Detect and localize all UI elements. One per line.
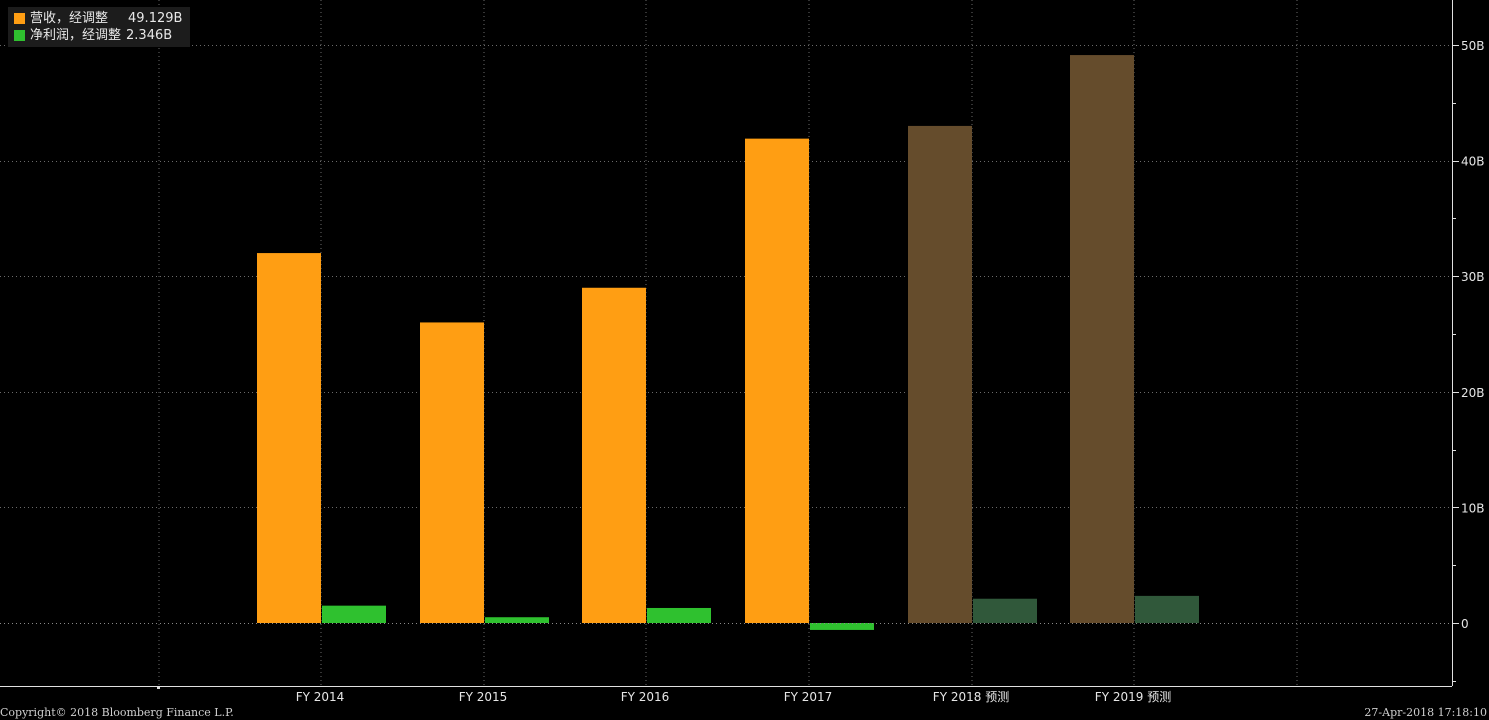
- legend-value-revenue: 49.129B: [128, 11, 183, 26]
- y-tick-label: 0: [1461, 617, 1469, 631]
- legend-item-revenue: 营收，经调整 49.129B: [14, 10, 182, 27]
- legend-value-net-income: 2.346B: [126, 28, 173, 43]
- bar-revenue: [257, 253, 321, 623]
- copyright-text: Copyright© 2018 Bloomberg Finance L.P.: [0, 706, 234, 719]
- x-tick-label: FY 2019 预测: [1095, 690, 1171, 704]
- bar-revenue: [745, 138, 809, 624]
- y-tick-label: 40B: [1461, 155, 1485, 169]
- bar-revenue: [908, 125, 972, 624]
- bar-net-income: [647, 607, 711, 623]
- axes-group: [0, 0, 1459, 689]
- bar-net-income: [810, 623, 874, 630]
- y-tick-label: 20B: [1461, 386, 1485, 400]
- tick-labels-group: 0 10B 20B 30B 40B 50B FY 2014 FY 2015 FY 2016 FY …: [296, 39, 1485, 704]
- x-tick-label: FY 2014: [296, 690, 345, 704]
- legend: 营收，经调整 49.129B 净利润，经调整 2.346B: [8, 7, 191, 47]
- x-tick-label: FY 2015: [459, 690, 508, 704]
- grid-lines: [0, 0, 1452, 686]
- legend-swatch-net-income: [14, 30, 25, 41]
- legend-label-revenue: 营收，经调整: [30, 11, 109, 26]
- bar-net-income: [1135, 595, 1199, 623]
- y-tick-label: 50B: [1461, 39, 1485, 53]
- bar-revenue: [1070, 55, 1134, 623]
- bar-net-income: [973, 598, 1037, 623]
- legend-label-net-income: 净利润，经调整: [30, 28, 122, 43]
- x-axis-marker: [157, 686, 160, 689]
- y-tick-label: 30B: [1461, 270, 1485, 284]
- timestamp-text: 27-Apr-2018 17:18:10: [1364, 706, 1487, 719]
- x-tick-label: FY 2017: [784, 690, 833, 704]
- bars-group: [257, 55, 1199, 630]
- bar-revenue: [420, 322, 484, 623]
- y-tick-label: 10B: [1461, 501, 1485, 515]
- x-tick-label: FY 2018 预测: [933, 690, 1009, 704]
- bar-revenue: [582, 287, 646, 623]
- bar-net-income: [485, 617, 549, 623]
- x-tick-label: FY 2016: [621, 690, 670, 704]
- bar-net-income: [322, 605, 386, 623]
- legend-swatch-revenue: [14, 13, 25, 24]
- legend-item-net-income: 净利润，经调整 2.346B: [14, 27, 182, 44]
